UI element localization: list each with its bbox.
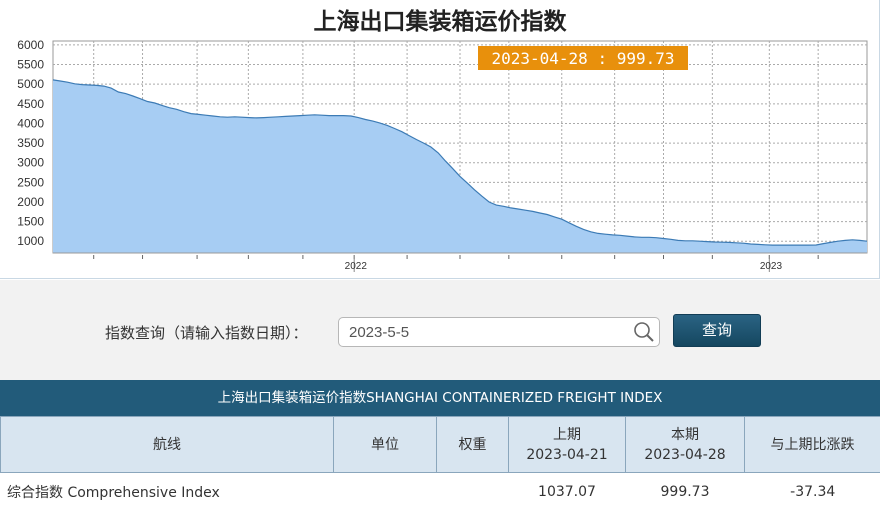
- y-tick-label: 2500: [17, 175, 44, 189]
- cell-route: 综合指数 Comprehensive Index: [0, 472, 334, 509]
- query-label: 指数查询（请输入指数日期）：: [105, 324, 308, 342]
- chart-title: 上海出口集装箱运价指数: [313, 8, 567, 35]
- col-unit-header: 单位: [333, 416, 437, 473]
- y-tick-label: 2000: [17, 195, 44, 209]
- col-prev-label: 上期: [553, 426, 581, 443]
- table-header-row: 航线 单位 权重 上期 2023-04-21 本期 2023-04-28 与上期…: [0, 416, 880, 473]
- series-line: [52, 79, 868, 246]
- date-input-wrapper[interactable]: [338, 317, 660, 347]
- cell-weight: [436, 472, 509, 509]
- col-weight-header: 权重: [436, 416, 509, 473]
- chart-axes: 1000 1500 2000 2500 3000 3500 4000 4500 5000 5500…: [17, 38, 867, 272]
- query-button[interactable]: 查询: [673, 314, 761, 347]
- x-tick-label: 2023: [760, 261, 783, 272]
- col-curr-label: 本期: [671, 426, 699, 443]
- col-curr-header: 本期 2023-04-28: [625, 416, 745, 473]
- col-curr-date: 2023-04-28: [644, 446, 726, 463]
- col-prev-date: 2023-04-21: [526, 446, 608, 463]
- index-table: 航线 单位 权重 上期 2023-04-21 本期 2023-04-28 与上期…: [0, 416, 880, 509]
- date-input[interactable]: [349, 318, 619, 346]
- chart-tooltip-group: 2023-04-28 : 999.73: [478, 46, 688, 70]
- chart-series-area: [52, 79, 868, 254]
- col-change-header: 与上期比涨跌: [744, 416, 880, 473]
- col-route-header: 航线: [0, 416, 334, 473]
- table-title: 上海出口集装箱运价指数SHANGHAI CONTAINERIZED FREIGH…: [0, 380, 880, 416]
- y-tick-label: 5500: [17, 58, 44, 72]
- cell-prev: 1037.07: [508, 472, 626, 509]
- cell-unit: [333, 472, 437, 509]
- y-tick-label: 1000: [17, 234, 44, 248]
- y-tick-label: 6000: [17, 38, 44, 52]
- cell-change: -37.34: [744, 472, 880, 509]
- y-tick-label: 4000: [17, 116, 44, 130]
- x-tick-label: 2022: [345, 261, 368, 272]
- table-row: 综合指数 Comprehensive Index 1037.07 999.73 …: [0, 472, 880, 509]
- y-tick-label: 4500: [17, 97, 44, 111]
- chart-tooltip-bg: [478, 46, 688, 70]
- y-tick-label: 3000: [17, 156, 44, 170]
- series-area-fill: [53, 79, 867, 254]
- chart-panel: 1000 1500 2000 2500 3000 3500 4000 4500 5000 5500…: [0, 0, 880, 279]
- y-tick-label: 1500: [17, 215, 44, 229]
- cell-curr: 999.73: [625, 472, 745, 509]
- col-prev-header: 上期 2023-04-21: [508, 416, 626, 473]
- index-chart: 1000 1500 2000 2500 3000 3500 4000 4500 5000 5500…: [17, 38, 868, 272]
- y-tick-label: 5000: [17, 77, 44, 91]
- chart-tooltip: 2023-04-28 : 999.73: [491, 49, 674, 68]
- query-area: 指数查询（请输入指数日期）： 查询: [0, 280, 880, 380]
- search-icon[interactable]: [633, 321, 655, 343]
- y-tick-label: 3500: [17, 136, 44, 150]
